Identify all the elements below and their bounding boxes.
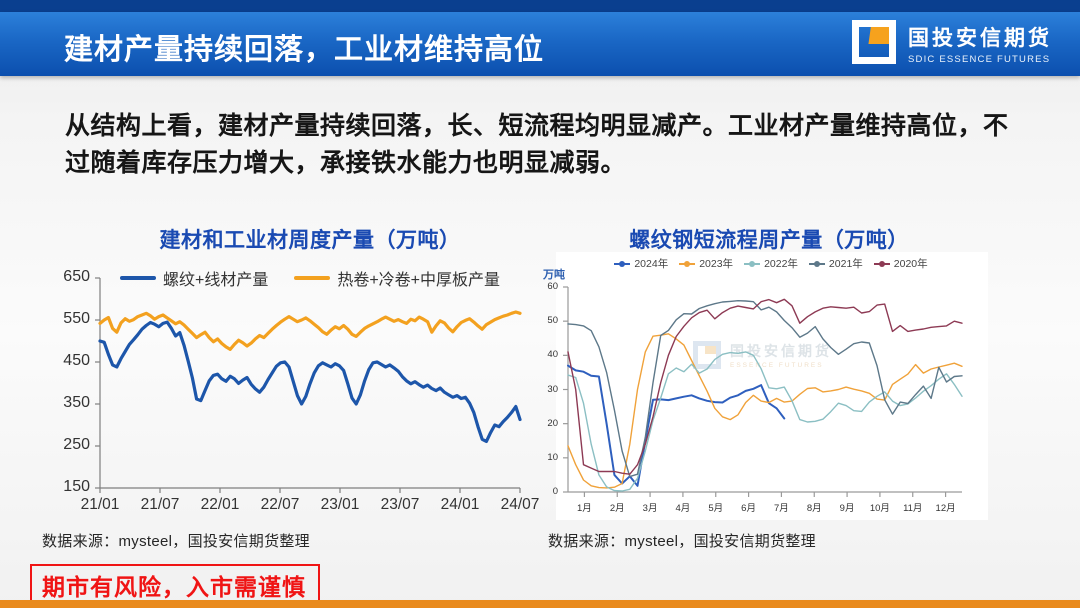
x-tick-label: 4月 (675, 503, 691, 514)
summary-paragraph: 从结构上看，建材产量持续回落，长、短流程均明显减产。工业材产量维持高位，不过随着… (65, 112, 1009, 177)
legend-dot-swatch (808, 260, 825, 268)
x-tick-label: 24/01 (440, 496, 480, 513)
y-tick-label: 60 (547, 281, 558, 293)
x-tick-label: 23/07 (380, 496, 420, 513)
footer-orange-bar (0, 600, 1080, 608)
y-tick-label: 650 (63, 268, 90, 286)
x-tick-label: 21/01 (80, 496, 120, 513)
y-tick-label: 350 (63, 394, 90, 412)
legend-item: 2022年 (744, 256, 798, 271)
chart-left-plot (95, 277, 522, 493)
chart-right-plot (563, 286, 963, 497)
y-tick-label: 20 (547, 417, 558, 429)
x-tick-label: 1月 (577, 503, 592, 514)
series-2023年 (567, 333, 963, 489)
y-tick-label: 250 (63, 436, 90, 454)
x-tick-label: 11月 (903, 503, 923, 514)
logo-cube-white (852, 20, 896, 64)
chart-left-legend: 螺纹+线材产量 热卷+冷卷+中厚板产量 (95, 266, 525, 290)
y-tick-label: 30 (547, 383, 558, 395)
x-tick-label: 7月 (774, 503, 789, 514)
legend-label: 螺纹+线材产量 (162, 272, 269, 289)
legend-line-swatch (119, 276, 156, 280)
logo-name-cn: 国投安信期货 (908, 26, 1052, 50)
y-tick-label: 50 (547, 315, 558, 327)
chart-left-title: 建材和工业材周度产量（万吨） (159, 229, 461, 252)
logo-cube-icon (850, 20, 896, 66)
legend-dot-swatch (744, 260, 761, 268)
logo-name-en: SDIC ESSENCE FUTURES (908, 53, 1051, 65)
x-tick-label: 22/07 (260, 496, 300, 513)
series-2020年 (567, 298, 963, 475)
y-tick-label: 40 (547, 349, 558, 361)
legend-label: 2020年 (893, 258, 928, 270)
risk-disclaimer: 期市有风险，入市需谨慎 (30, 564, 320, 608)
legend-item: 2023年 (679, 256, 733, 271)
y-tick-label: 10 (547, 451, 558, 463)
x-tick-label: 2月 (609, 503, 625, 514)
x-tick-label: 8月 (806, 503, 822, 514)
legend-label: 热卷+冷卷+中厚板产量 (337, 272, 501, 289)
header-bar: 建材产量持续回落，工业材维持高位 国投安信期货 SDIC ESSENCE FUT… (0, 12, 1080, 76)
y-tick-label: 150 (63, 478, 90, 496)
chart-right-title: 螺纹钢短流程周产量（万吨） (629, 229, 909, 252)
legend-item: 2024年 (614, 256, 668, 271)
series-螺纹+线材产量 (98, 320, 522, 443)
x-tick-label: 3月 (642, 503, 658, 514)
legend-line-swatch (294, 276, 331, 280)
x-tick-label: 6月 (741, 503, 756, 514)
source-left: 数据来源：mysteel，国投安信期货整理 (42, 533, 310, 550)
source-right: 数据来源：mysteel，国投安信期货整理 (548, 533, 816, 550)
y-tick-label: 0 (552, 486, 558, 498)
x-tick-label: 24/07 (500, 496, 540, 513)
series-2021年 (567, 299, 963, 478)
legend-dot-swatch (679, 260, 696, 268)
series-2022年 (567, 351, 963, 492)
watermark: 国投安信期货 ESSENCE FUTURES (692, 340, 832, 370)
x-tick-label: 10月 (869, 503, 890, 514)
legend-item: 2020年 (873, 256, 928, 271)
legend-dot-swatch (614, 260, 631, 268)
legend-label: 2024年 (634, 258, 669, 270)
logo-text: 国投安信期货 SDIC ESSENCE FUTURES (908, 22, 1052, 65)
legend-label: 2021年 (828, 258, 863, 270)
x-tick-label: 23/01 (320, 496, 360, 513)
legend-item: 2021年 (808, 256, 863, 271)
x-tick-label: 9月 (839, 503, 855, 514)
slide-title: 建材产量持续回落，工业材维持高位 (64, 34, 545, 66)
legend-item: 热卷+冷卷+中厚板产量 (294, 266, 500, 290)
x-tick-label: 21/07 (140, 496, 180, 513)
series-2024年 (567, 364, 786, 487)
watermark-logo-icon (692, 340, 722, 370)
watermark-name-en: ESSENCE FUTURES (730, 362, 824, 369)
watermark-name-cn: 国投安信期货 (730, 343, 832, 359)
company-logo: 国投安信期货 SDIC ESSENCE FUTURES (850, 20, 1052, 66)
x-tick-label: 12月 (935, 503, 956, 514)
legend-item: 螺纹+线材产量 (119, 266, 269, 290)
legend-label: 2022年 (764, 258, 798, 270)
legend-dot-swatch (873, 260, 890, 268)
chart-right-legend: 2024年 2023年 2022年 2021年 2020年 (556, 256, 986, 271)
header-top-strip (0, 0, 1080, 12)
x-tick-label: 22/01 (200, 496, 240, 513)
x-tick-label: 5月 (708, 503, 724, 514)
series-热卷+冷卷+中厚板产量 (98, 310, 522, 352)
y-tick-label: 450 (63, 352, 90, 370)
y-tick-label: 550 (63, 310, 90, 328)
chart-right-yaxis-unit: 万吨 (543, 269, 565, 281)
legend-label: 2023年 (699, 258, 734, 270)
chart-right-panel (556, 252, 988, 520)
